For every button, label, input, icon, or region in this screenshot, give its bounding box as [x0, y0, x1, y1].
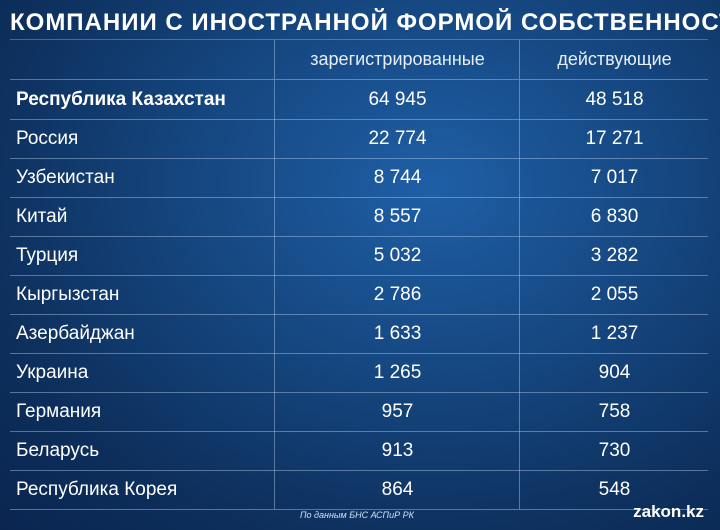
page-title: КОМПАНИИ С ИНОСТРАННОЙ ФОРМОЙ СОБСТВЕННО… — [10, 9, 720, 36]
source-note: По данным БНС АСПиР РК — [300, 510, 414, 520]
active-count: 548 — [519, 470, 709, 509]
site-logo: zakon.kz — [633, 502, 704, 521]
active-count: 758 — [519, 392, 709, 431]
registered-count: 8 744 — [274, 158, 520, 197]
header-active: действующие — [519, 40, 709, 79]
country-name: Кыргызстан — [16, 284, 120, 305]
country-name: Азербайджан — [16, 323, 135, 344]
active-count: 904 — [519, 353, 709, 392]
table-row: Кыргызстан 2 786 2 055 — [10, 275, 708, 315]
table-header-row: зарегистрированные действующие — [10, 40, 708, 80]
active-count: 48 518 — [519, 80, 709, 119]
country-name: Украина — [16, 362, 89, 383]
country-name: Республика Казахстан — [16, 89, 226, 110]
active-count: 1 237 — [519, 314, 709, 353]
active-count: 730 — [519, 431, 709, 470]
active-count: 6 830 — [519, 197, 709, 236]
registered-count: 1 633 — [274, 314, 520, 353]
registered-count: 64 945 — [274, 80, 520, 119]
active-count: 2 055 — [519, 275, 709, 314]
active-count: 3 282 — [519, 236, 709, 275]
registered-count: 8 557 — [274, 197, 520, 236]
table-row: Узбекистан 8 744 7 017 — [10, 158, 708, 198]
country-name: Китай — [16, 206, 68, 227]
country-name: Германия — [16, 401, 102, 422]
registered-count: 1 265 — [274, 353, 520, 392]
table-row: Украина 1 265 904 — [10, 353, 708, 393]
table-row: Россия 22 774 17 271 — [10, 119, 708, 159]
table-row: Беларусь 913 730 — [10, 431, 708, 471]
country-name: Республика Корея — [16, 479, 178, 500]
active-count: 7 017 — [519, 158, 709, 197]
country-name: Беларусь — [16, 440, 100, 461]
table-row: Азербайджан 1 633 1 237 — [10, 314, 708, 354]
registered-count: 2 786 — [274, 275, 520, 314]
header-registered: зарегистрированные — [274, 40, 520, 79]
country-name: Узбекистан — [16, 167, 115, 188]
header-country — [16, 40, 274, 79]
table-row: Турция 5 032 3 282 — [10, 236, 708, 276]
registered-count: 957 — [274, 392, 520, 431]
companies-table: зарегистрированные действующие Республик… — [10, 39, 708, 510]
country-name: Турция — [16, 245, 79, 266]
country-name: Россия — [16, 128, 79, 149]
registered-count: 5 032 — [274, 236, 520, 275]
registered-count: 864 — [274, 470, 520, 509]
table-row: Китай 8 557 6 830 — [10, 197, 708, 237]
registered-count: 913 — [274, 431, 520, 470]
registered-count: 22 774 — [274, 119, 520, 158]
table-row: Республика Казахстан 64 945 48 518 — [10, 80, 708, 120]
table-row: Республика Корея 864 548 — [10, 470, 708, 510]
active-count: 17 271 — [519, 119, 709, 158]
table-row: Германия 957 758 — [10, 392, 708, 432]
